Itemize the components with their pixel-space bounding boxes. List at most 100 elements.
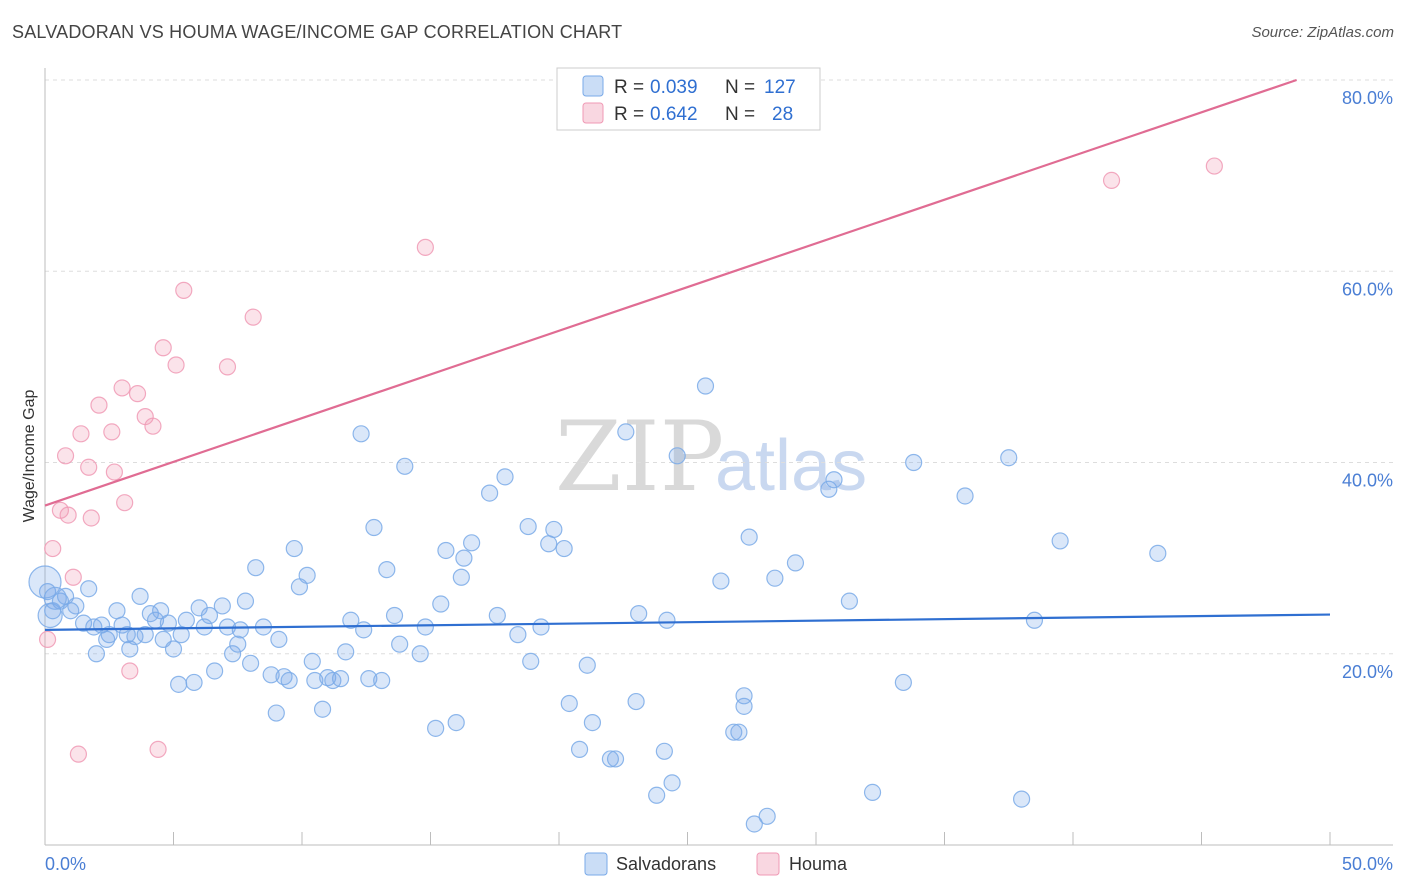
legend-r-label-houma: R = bbox=[614, 104, 644, 125]
point-salvadorans bbox=[373, 671, 391, 690]
point-salvadorans bbox=[519, 517, 537, 536]
point-salvadorans bbox=[786, 554, 805, 572]
point-salvadorans bbox=[74, 614, 93, 632]
point-houma bbox=[116, 494, 134, 512]
point-salvadorans bbox=[725, 723, 743, 741]
trendline-salvadorans bbox=[44, 613, 1331, 631]
point-houma bbox=[244, 308, 262, 326]
point-salvadorans bbox=[62, 602, 80, 620]
source-credit: Source: ZipAtlas.com bbox=[1251, 24, 1394, 41]
legend-r-value-salvadorans: 0.039 bbox=[650, 77, 698, 98]
point-salvadorans bbox=[1000, 449, 1018, 467]
point-houma bbox=[38, 630, 57, 649]
point-salvadorans bbox=[164, 640, 183, 658]
point-salvadorans bbox=[825, 471, 843, 489]
point-salvadorans bbox=[411, 645, 429, 663]
legend-n-label-salvadorans: N = bbox=[725, 77, 755, 98]
point-houma bbox=[149, 740, 167, 758]
point-houma bbox=[59, 506, 77, 524]
point-salvadorans bbox=[360, 670, 378, 688]
point-salvadorans bbox=[285, 539, 303, 558]
series-legend-label-salvadorans: Salvadorans bbox=[616, 854, 716, 874]
point-salvadorans bbox=[648, 786, 666, 804]
point-salvadorans bbox=[740, 528, 758, 546]
point-houma bbox=[103, 423, 121, 441]
point-houma bbox=[1102, 171, 1121, 190]
point-salvadorans bbox=[578, 656, 596, 674]
point-salvadorans bbox=[758, 807, 776, 825]
y-axis-label: Wage/Income Gap bbox=[21, 390, 38, 523]
point-salvadorans bbox=[170, 675, 188, 693]
point-salvadorans bbox=[206, 662, 224, 680]
point-salvadorans bbox=[87, 645, 106, 663]
watermark-atlas: atlas bbox=[715, 426, 867, 506]
point-salvadorans bbox=[956, 487, 974, 505]
point-salvadorans bbox=[200, 606, 219, 625]
point-salvadorans bbox=[177, 611, 195, 629]
point-salvadorans bbox=[131, 587, 149, 605]
point-salvadorans bbox=[658, 611, 676, 629]
point-salvadorans bbox=[663, 774, 681, 792]
point-salvadorans bbox=[98, 630, 116, 649]
point-salvadorans bbox=[185, 673, 203, 692]
point-salvadorans bbox=[67, 597, 85, 615]
point-salvadorans bbox=[342, 611, 360, 629]
point-salvadorans bbox=[437, 541, 455, 560]
point-salvadorans bbox=[509, 626, 527, 644]
point-houma bbox=[154, 339, 172, 357]
point-salvadorans bbox=[416, 618, 434, 636]
legend-n-value-salvadorans: 127 bbox=[764, 77, 796, 98]
point-salvadorans bbox=[447, 713, 465, 732]
point-salvadorans bbox=[894, 673, 912, 692]
point-salvadorans bbox=[730, 723, 748, 741]
correlation-legend: R = 0.039 N = 127 R = 0.642 N = 28 bbox=[556, 67, 821, 131]
trendline-houma bbox=[44, 78, 1297, 507]
point-salvadorans bbox=[496, 468, 514, 486]
point-salvadorans bbox=[242, 654, 260, 672]
point-salvadorans bbox=[1149, 544, 1167, 562]
watermark-zip: ZIP bbox=[555, 401, 724, 513]
point-salvadorans bbox=[545, 520, 563, 539]
point-salvadorans bbox=[617, 423, 635, 441]
point-salvadorans bbox=[224, 645, 242, 663]
y-tick-label: 80.0% bbox=[1342, 88, 1393, 108]
point-salvadorans bbox=[337, 643, 355, 661]
point-houma bbox=[144, 417, 162, 435]
point-salvadorans bbox=[655, 742, 673, 760]
point-salvadorans bbox=[463, 534, 481, 552]
point-houma bbox=[72, 425, 90, 443]
point-salvadorans bbox=[28, 565, 62, 599]
point-salvadorans bbox=[159, 614, 177, 632]
point-salvadorans bbox=[488, 606, 506, 625]
legend-box bbox=[556, 67, 821, 131]
point-salvadorans bbox=[267, 704, 285, 722]
point-salvadorans bbox=[80, 580, 98, 598]
point-salvadorans bbox=[863, 783, 882, 802]
series-legend-label-houma: Houma bbox=[789, 854, 848, 874]
point-salvadorans bbox=[270, 630, 288, 649]
point-salvadorans bbox=[303, 652, 321, 671]
point-salvadorans bbox=[396, 457, 414, 475]
point-salvadorans bbox=[522, 652, 540, 671]
point-salvadorans bbox=[668, 447, 686, 465]
point-salvadorans bbox=[43, 586, 67, 610]
point-salvadorans bbox=[331, 670, 350, 688]
x-tick-label-min: 0.0% bbox=[45, 854, 86, 874]
point-salvadorans bbox=[601, 750, 620, 768]
point-salvadorans bbox=[630, 604, 648, 623]
point-salvadorans bbox=[236, 592, 255, 610]
point-salvadorans bbox=[136, 626, 154, 644]
point-salvadorans bbox=[355, 621, 373, 639]
point-houma bbox=[1205, 157, 1223, 175]
point-salvadorans bbox=[735, 687, 753, 705]
point-houma bbox=[218, 358, 237, 376]
point-salvadorans bbox=[432, 595, 450, 613]
point-salvadorans bbox=[352, 425, 370, 443]
legend-swatch-salvadorans bbox=[582, 75, 604, 97]
point-salvadorans bbox=[570, 740, 589, 758]
point-salvadorans bbox=[391, 635, 409, 653]
point-salvadorans bbox=[627, 692, 645, 711]
point-salvadorans bbox=[298, 566, 316, 584]
point-houma bbox=[44, 539, 62, 558]
